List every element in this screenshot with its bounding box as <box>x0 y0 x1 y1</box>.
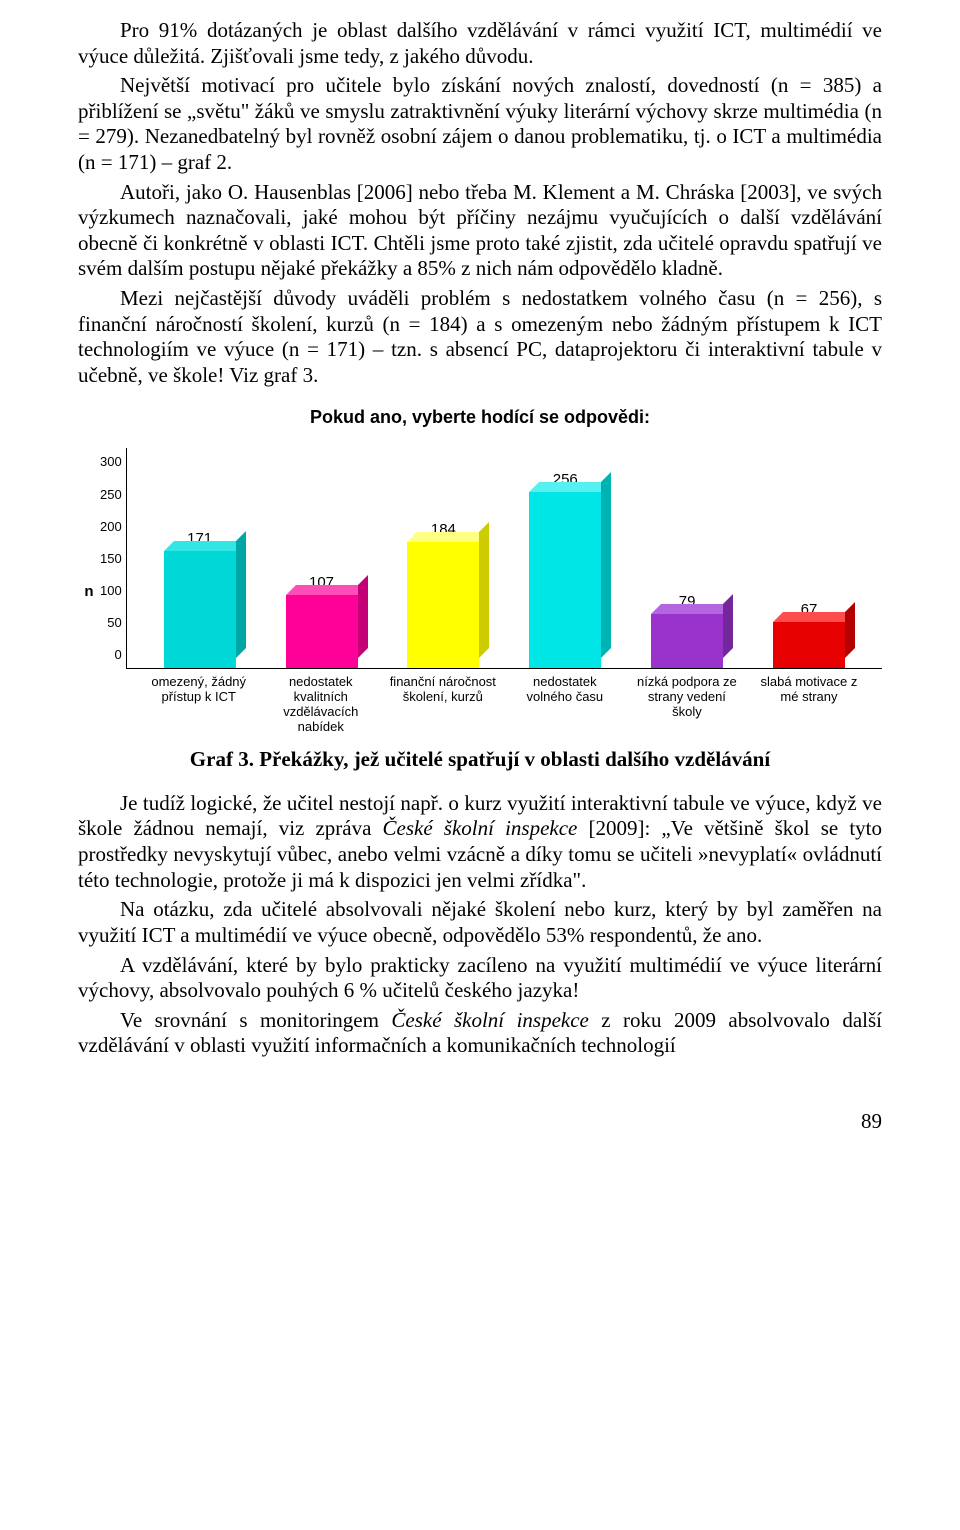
ytick: 250 <box>100 487 122 503</box>
x-label: nedostatek kvalitních vzdělávacích nabíd… <box>266 675 376 735</box>
caption-rest: Překážky, jež učitelé spatřují v oblasti… <box>254 747 770 771</box>
chart-title: Pokud ano, vyberte hodící se odpovědi: <box>78 407 882 429</box>
paragraph-2: Největší motivací pro učitele bylo získá… <box>78 73 882 175</box>
x-label: nedostatek volného času <box>510 675 620 735</box>
paragraph-1: Pro 91% dotázaných je oblast dalšího vzd… <box>78 18 882 69</box>
chart-y-label: n <box>78 448 100 735</box>
bar-3: 256 <box>510 471 620 668</box>
paragraph-3: Autoři, jako O. Hausenblas [2006] nebo t… <box>78 180 882 282</box>
ytick: 0 <box>114 647 121 663</box>
x-label: nízká podpora ze strany vedení školy <box>632 675 742 735</box>
x-label: slabá motivace z mé strany <box>754 675 864 735</box>
bar-1: 107 <box>267 574 377 668</box>
bar-shape <box>164 551 236 668</box>
ytick: 150 <box>100 551 122 567</box>
bar-shape <box>529 492 601 668</box>
bar-shape <box>773 622 845 668</box>
p8-italic: České školní inspekce <box>391 1008 588 1032</box>
page-number: 89 <box>78 1109 882 1135</box>
bar-shape <box>286 595 358 668</box>
p8-a: Ve srovnání s monitoringem <box>120 1008 391 1032</box>
ytick: 200 <box>100 519 122 535</box>
paragraph-5: Je tudíž logické, že učitel nestojí např… <box>78 791 882 893</box>
ytick: 50 <box>107 615 121 631</box>
bar-0: 171 <box>145 530 255 668</box>
bar-shape <box>651 614 723 668</box>
chart-x-axis: omezený, žádný přístup k ICTnedostatek k… <box>126 669 882 735</box>
bar-5: 67 <box>754 601 864 668</box>
x-label: finanční náročnost školení, kurzů <box>388 675 498 735</box>
chart-caption: Graf 3. Překážky, jež učitelé spatřují v… <box>78 747 882 773</box>
ytick: 300 <box>100 454 122 470</box>
x-label: omezený, žádný přístup k ICT <box>144 675 254 735</box>
paragraph-8: Ve srovnání s monitoringem České školní … <box>78 1008 882 1059</box>
chart-y-axis: 300 250 200 150 100 50 0 <box>100 454 126 662</box>
bar-chart: Pokud ano, vyberte hodící se odpovědi: n… <box>78 407 882 736</box>
paragraph-6: Na otázku, zda učitelé absolvovali nějak… <box>78 897 882 948</box>
bar-4: 79 <box>632 593 742 668</box>
chart-plot-area: 1711071842567967 <box>126 448 882 669</box>
caption-bold: Graf 3. <box>190 747 254 771</box>
p5-italic: České školní inspekce <box>383 816 578 840</box>
ytick: 100 <box>100 583 122 599</box>
bar-2: 184 <box>388 521 498 668</box>
bar-shape <box>407 542 479 668</box>
paragraph-4: Mezi nejčastější důvody uváděli problém … <box>78 286 882 388</box>
paragraph-7: A vzdělávání, které by bylo prakticky za… <box>78 953 882 1004</box>
